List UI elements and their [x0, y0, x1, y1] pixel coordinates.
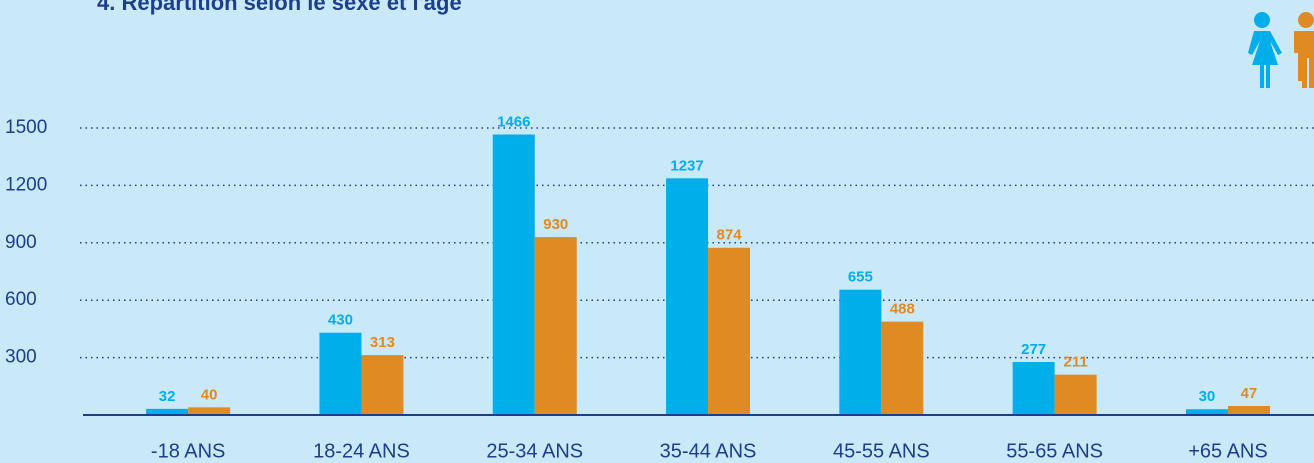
bar: [1012, 362, 1055, 415]
y-tick-label: 600: [5, 289, 37, 310]
value-label: 47: [1241, 385, 1258, 402]
value-label: 430: [328, 312, 353, 329]
bar: [188, 407, 231, 415]
value-label: 874: [717, 227, 743, 244]
bar: [666, 178, 709, 415]
value-label: 1237: [670, 157, 703, 174]
x-tick-label: 25-34 ANS: [486, 440, 583, 462]
x-tick-label: 35-44 ANS: [660, 440, 757, 462]
value-label: 313: [370, 334, 395, 351]
woman-icon: [1248, 12, 1282, 88]
y-tick-label: 300: [5, 347, 37, 368]
bar: [492, 134, 535, 415]
y-tick-label: 1500: [5, 117, 47, 138]
bar: [839, 289, 882, 415]
man-icon: [1294, 12, 1314, 88]
x-tick-label: 45-55 ANS: [833, 440, 930, 462]
value-label: 32: [159, 388, 176, 405]
value-label: 211: [1064, 354, 1088, 371]
value-label: 30: [1199, 388, 1216, 405]
bar: [1185, 409, 1228, 415]
value-label: 40: [201, 386, 218, 403]
y-tick-label: 900: [5, 232, 37, 253]
value-label: 930: [543, 216, 568, 233]
x-tick-label: +65 ANS: [1188, 440, 1268, 462]
value-label: 655: [848, 269, 873, 286]
bar: [881, 321, 924, 415]
value-label: 1466: [497, 113, 530, 130]
bar: [319, 332, 362, 415]
chart-title: 4. Répartition selon le sexe et l'âge: [97, 0, 462, 15]
value-label: 277: [1021, 341, 1046, 358]
bar: [361, 355, 404, 415]
bar: [146, 408, 189, 415]
bar: [534, 237, 577, 415]
x-tick-label: -18 ANS: [151, 440, 225, 462]
x-tick-label: 18-24 ANS: [313, 440, 410, 462]
bar: [1054, 374, 1097, 415]
bar: [1227, 406, 1270, 415]
bar: [708, 247, 751, 415]
value-label: 488: [890, 301, 915, 318]
y-tick-label: 1200: [5, 174, 47, 195]
x-tick-label: 55-65 ANS: [1006, 440, 1103, 462]
